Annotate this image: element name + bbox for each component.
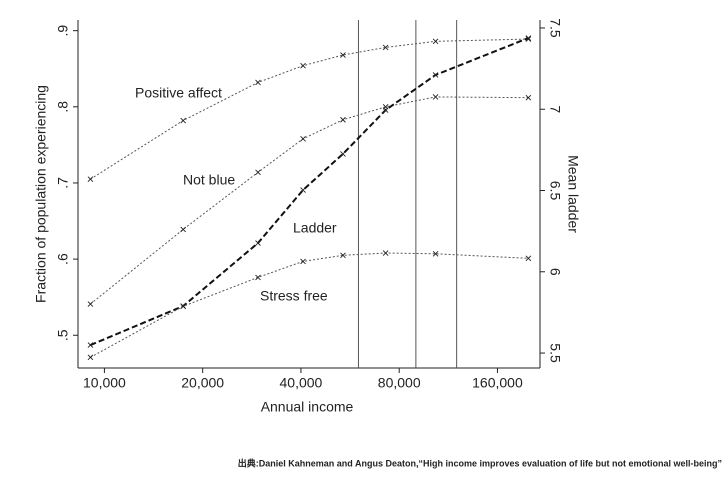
data-point bbox=[340, 52, 346, 58]
x-tick-label: 80,000 bbox=[378, 375, 421, 391]
data-point bbox=[340, 116, 346, 123]
data-point bbox=[180, 226, 186, 233]
data-point bbox=[180, 117, 186, 124]
series-line bbox=[90, 96, 529, 305]
data-point bbox=[525, 35, 532, 41]
series-line bbox=[90, 37, 529, 347]
y-tick-label: .7 bbox=[55, 177, 71, 189]
data-point bbox=[87, 176, 94, 182]
series-line bbox=[90, 38, 529, 180]
y2-tick-label: 7.5 bbox=[547, 18, 563, 38]
data-point bbox=[87, 301, 94, 307]
data-point bbox=[300, 187, 306, 193]
data-point bbox=[300, 135, 306, 142]
data-point bbox=[382, 44, 389, 51]
data-point bbox=[255, 169, 261, 176]
y2-tick-label: 6.5 bbox=[547, 181, 563, 201]
y2-tick-label: 5.5 bbox=[547, 343, 563, 363]
data-point bbox=[382, 250, 389, 256]
data-point bbox=[255, 274, 261, 281]
series-label: Stress free bbox=[260, 288, 328, 304]
source-note: 出典:Daniel Kahneman and Angus Deaton,“Hig… bbox=[238, 457, 722, 468]
data-point bbox=[525, 94, 532, 101]
series-label: Positive affect bbox=[135, 85, 222, 101]
data-point bbox=[340, 252, 346, 259]
data-point bbox=[300, 258, 306, 265]
data-point bbox=[432, 94, 439, 100]
y-tick-label: .8 bbox=[55, 101, 71, 113]
data-point bbox=[300, 62, 306, 69]
data-point bbox=[87, 354, 94, 361]
data-point bbox=[180, 303, 186, 310]
x-tick-label: 160,000 bbox=[472, 375, 523, 391]
x-tick-label: 40,000 bbox=[280, 375, 323, 391]
data-point bbox=[255, 79, 261, 86]
data-point bbox=[525, 255, 532, 262]
y2-tick-label: 7 bbox=[547, 105, 563, 113]
y-tick-label: .5 bbox=[55, 329, 71, 341]
data-point bbox=[432, 250, 439, 257]
data-point bbox=[255, 240, 261, 246]
series-label: Not blue bbox=[183, 172, 235, 188]
y2-axis-label: Mean ladder bbox=[565, 155, 581, 233]
series-line bbox=[90, 252, 529, 358]
x-axis-label: Annual income bbox=[261, 399, 354, 415]
y2-tick-label: 6 bbox=[547, 268, 563, 276]
data-point bbox=[87, 342, 94, 348]
data-point bbox=[432, 38, 439, 45]
y-tick-label: .6 bbox=[55, 253, 71, 265]
y-axis-label: Fraction of population experiencing bbox=[33, 85, 49, 303]
data-point bbox=[432, 72, 439, 78]
series-label: Ladder bbox=[293, 220, 337, 236]
x-tick-label: 20,000 bbox=[181, 375, 224, 391]
y-tick-label: .9 bbox=[55, 25, 71, 37]
data-point bbox=[340, 151, 346, 157]
x-tick-label: 10,000 bbox=[83, 375, 126, 391]
data-point bbox=[382, 107, 389, 113]
